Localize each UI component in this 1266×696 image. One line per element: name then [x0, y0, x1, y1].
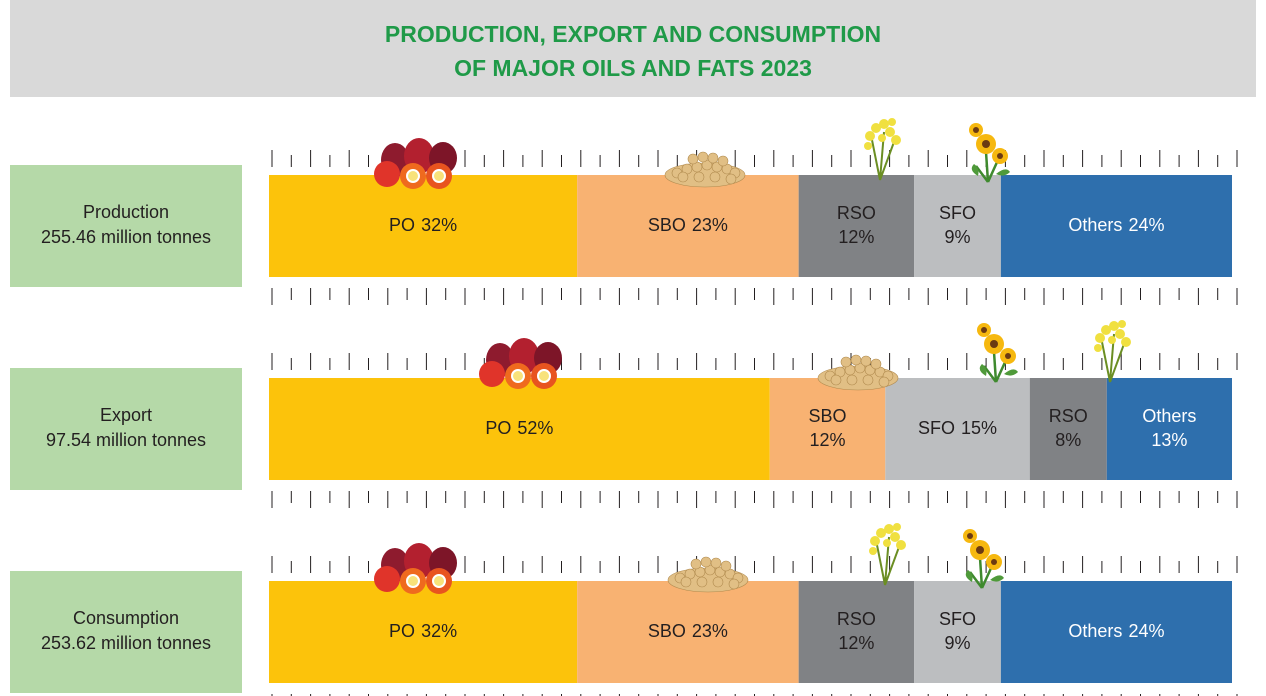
soy-icon [667, 556, 749, 593]
segment-value: 32% [421, 215, 457, 235]
bar-segment [914, 581, 1001, 683]
segment-label: PO 32% [389, 215, 457, 235]
segment-value: 9% [945, 633, 971, 653]
title-line: PRODUCTION, EXPORT AND CONSUMPTION [385, 21, 881, 47]
row-total: 97.54 million tonnes [46, 430, 206, 450]
segment-name: PO [389, 621, 415, 641]
bar-segment [577, 175, 799, 277]
segment-name: SFO [939, 609, 976, 629]
row-total: 255.46 million tonnes [41, 227, 211, 247]
title-line: OF MAJOR OILS AND FATS 2023 [454, 55, 812, 81]
palm-icon [478, 337, 563, 390]
segment-label: SBO 23% [648, 215, 728, 235]
segment-name: SBO [648, 621, 686, 641]
segment-name: SBO [648, 215, 686, 235]
bar-segment [885, 378, 1030, 480]
sunflower-icon [961, 527, 1006, 590]
soy-icon [817, 354, 899, 391]
bar-segment [269, 175, 578, 277]
segment-label: Others 13% [1142, 406, 1196, 450]
palm-icon [373, 137, 458, 190]
rapeseed-icon [1093, 319, 1132, 383]
segment-name: RSO [837, 609, 876, 629]
segment-value: 23% [692, 215, 728, 235]
segment-value: 9% [945, 227, 971, 247]
sunflower-icon [967, 121, 1012, 184]
bar-segment [769, 378, 886, 480]
row-label-box [10, 368, 242, 490]
segment-name: SFO [918, 418, 955, 438]
segment-value: 8% [1055, 430, 1081, 450]
segment-label: PO 52% [485, 418, 553, 438]
row-label-box [10, 571, 242, 693]
segment-name: Others [1068, 215, 1122, 235]
bar-segment [269, 378, 770, 480]
segment-value: 23% [692, 621, 728, 641]
rapeseed-icon [868, 522, 907, 586]
segment-value: 15% [961, 418, 997, 438]
segment-name: PO [485, 418, 511, 438]
segment-value: 32% [421, 621, 457, 641]
segment-name: PO [389, 215, 415, 235]
row-label-box [10, 165, 242, 287]
segment-label: Others 24% [1068, 621, 1164, 641]
segment-label: RSO 8% [1049, 406, 1088, 450]
bar-segment [1106, 378, 1232, 480]
row-total: 253.62 million tonnes [41, 633, 211, 653]
row-label: Consumption [73, 608, 179, 628]
segment-value: 12% [838, 633, 874, 653]
segment-label: PO 32% [389, 621, 457, 641]
segment-value: 24% [1128, 621, 1164, 641]
row-label: Production [83, 202, 169, 222]
segment-label: RSO 12% [837, 609, 876, 653]
segment-name: Others [1142, 406, 1196, 426]
segment-name: RSO [837, 203, 876, 223]
bar-segment [798, 175, 915, 277]
segment-label: RSO 12% [837, 203, 876, 247]
segment-value: 12% [810, 430, 846, 450]
bar-segment [1000, 175, 1232, 277]
rapeseed-icon [863, 117, 902, 181]
bar-segment [914, 175, 1001, 277]
segment-name: Others [1068, 621, 1122, 641]
segment-name: SBO [809, 406, 847, 426]
segment-value: 12% [838, 227, 874, 247]
bar-segment [1000, 581, 1232, 683]
segment-value: 24% [1128, 215, 1164, 235]
row-label: Export [100, 405, 152, 425]
bar-segment [1029, 378, 1107, 480]
segment-label: SBO 12% [809, 406, 847, 450]
segment-label: Others 24% [1068, 215, 1164, 235]
segment-value: 13% [1151, 430, 1187, 450]
title-band [10, 0, 1256, 97]
segment-label: SFO 9% [939, 609, 976, 653]
bar-segment [798, 581, 915, 683]
sunflower-icon [975, 321, 1020, 384]
bar-segment [269, 581, 578, 683]
segment-name: SFO [939, 203, 976, 223]
segment-label: SFO 15% [918, 418, 997, 438]
segment-name: RSO [1049, 406, 1088, 426]
palm-icon [373, 542, 458, 595]
segment-label: SFO 9% [939, 203, 976, 247]
segment-value: 52% [517, 418, 553, 438]
bar-segment [577, 581, 799, 683]
segment-label: SBO 23% [648, 621, 728, 641]
